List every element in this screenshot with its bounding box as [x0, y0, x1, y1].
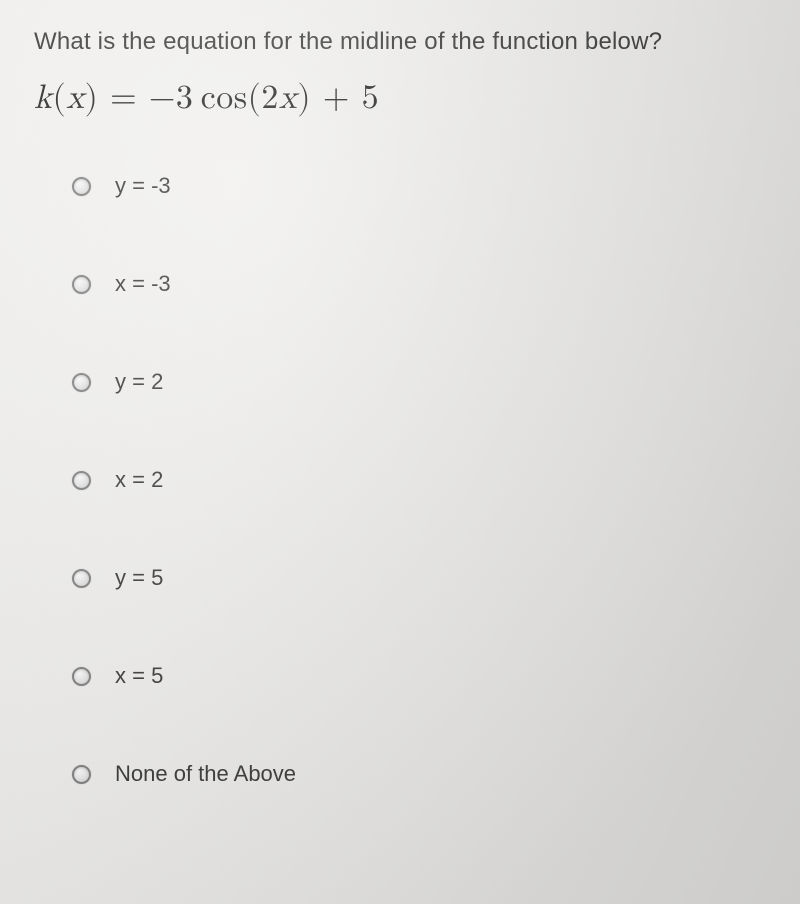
option-b[interactable]: x = -3	[72, 271, 772, 297]
option-label: x = 2	[115, 467, 163, 493]
option-e[interactable]: y = 5	[72, 565, 772, 591]
radio-icon[interactable]	[72, 765, 91, 784]
radio-icon[interactable]	[72, 569, 91, 588]
radio-icon[interactable]	[72, 471, 91, 490]
option-label: x = 5	[115, 663, 163, 689]
option-label: y = 2	[115, 369, 163, 395]
option-label: x = -3	[115, 271, 171, 297]
option-label: None of the Above	[115, 761, 296, 787]
option-d[interactable]: x = 2	[72, 467, 772, 493]
option-f[interactable]: x = 5	[72, 663, 772, 689]
radio-icon[interactable]	[72, 373, 91, 392]
option-g[interactable]: None of the Above	[72, 761, 772, 787]
question-equation: k(x) = −3 cos(2x) + 5	[34, 78, 772, 119]
radio-icon[interactable]	[72, 177, 91, 196]
option-label: y = 5	[115, 565, 163, 591]
option-c[interactable]: y = 2	[72, 369, 772, 395]
option-a[interactable]: y = -3	[72, 173, 772, 199]
radio-icon[interactable]	[72, 275, 91, 294]
option-label: y = -3	[115, 173, 171, 199]
question-prompt: What is the equation for the midline of …	[34, 28, 772, 56]
options-list: y = -3 x = -3 y = 2 x = 2 y = 5 x = 5 No…	[34, 173, 772, 787]
radio-icon[interactable]	[72, 667, 91, 686]
